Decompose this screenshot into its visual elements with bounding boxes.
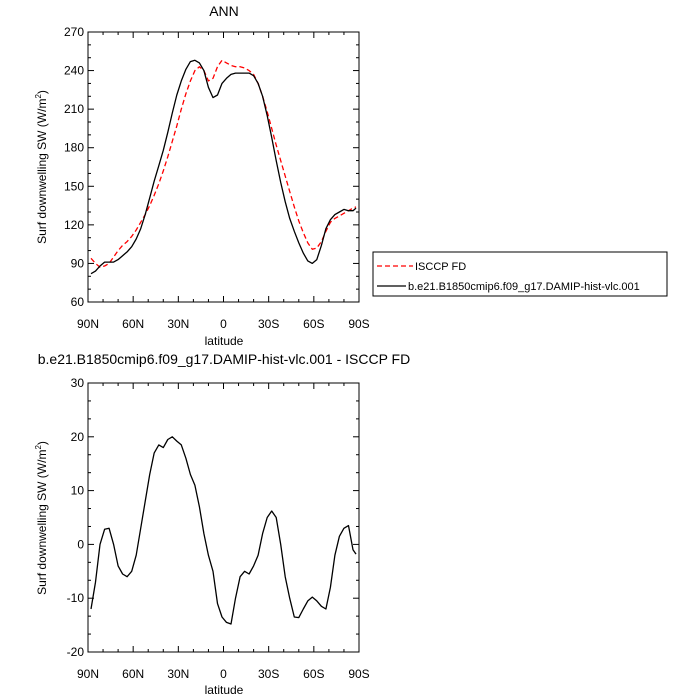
chart-title: ANN xyxy=(209,3,239,19)
x-tick-label: 90S xyxy=(348,317,369,331)
x-tick-label: 90N xyxy=(77,317,99,331)
y-axis: 60 90 120 150 180 210 240 270 xyxy=(64,25,359,309)
series-line-model xyxy=(90,59,357,275)
y-axis-label: Surf downwelling SW (W/m2) xyxy=(34,90,49,244)
x-tick-label: 30S xyxy=(258,317,279,331)
plot-frame xyxy=(87,382,360,653)
chart-title: b.e21.B1850cmip6.f09_g17.DAMIP-hist-vlc.… xyxy=(38,351,410,367)
y-axis-label-main: Surf downwelling SW (W/m xyxy=(35,99,49,244)
x-axis-label: latitude xyxy=(205,683,244,697)
y-axis-label-superscript: 2 xyxy=(34,445,43,450)
x-axis: 90N 60N 30N 0 30S 60S 90S xyxy=(77,383,370,681)
x-tick-label: 90S xyxy=(348,667,369,681)
y-tick-label: -20 xyxy=(67,645,85,659)
mean-chart: ANN 60 90 120 150 180 210 240 270 90N 60N 30N 0 30S… xyxy=(34,3,668,348)
series-line-difference xyxy=(90,436,357,625)
y-tick-label: 0 xyxy=(77,537,84,551)
x-tick-label: 90N xyxy=(77,667,99,681)
x-tick-label: 30N xyxy=(167,317,189,331)
y-axis-label-end: ) xyxy=(35,90,49,94)
legend: ISCCP FD b.e21.B1850cmip6.f09_g17.DAMIP-… xyxy=(372,251,668,297)
y-tick-label: 180 xyxy=(64,141,84,155)
x-tick-label: 60N xyxy=(122,667,144,681)
y-tick-label: -10 xyxy=(67,591,85,605)
y-axis-label: Surf downwelling SW (W/m2) xyxy=(34,441,49,595)
series-group xyxy=(90,436,357,625)
legend-label-isccp: ISCCP FD xyxy=(415,261,466,273)
x-tick-label: 60N xyxy=(122,317,144,331)
series-line-isccp-fd xyxy=(90,59,357,268)
y-tick-label: 90 xyxy=(71,256,85,270)
x-tick-label: 0 xyxy=(220,317,227,331)
y-tick-label: 120 xyxy=(64,218,84,232)
x-tick-label: 0 xyxy=(220,667,227,681)
difference-chart: b.e21.B1850cmip6.f09_g17.DAMIP-hist-vlc.… xyxy=(34,351,410,697)
y-axis-label-superscript: 2 xyxy=(34,94,43,99)
y-tick-label: 20 xyxy=(71,430,85,444)
y-tick-label: 10 xyxy=(71,484,85,498)
x-tick-label: 60S xyxy=(303,667,324,681)
y-tick-label: 270 xyxy=(64,25,84,39)
y-tick-label: 60 xyxy=(71,295,85,309)
plot-frame xyxy=(87,31,360,303)
y-tick-label: 150 xyxy=(64,179,84,193)
y-tick-label: 30 xyxy=(71,376,85,390)
x-axis-label: latitude xyxy=(205,334,244,348)
x-tick-label: 60S xyxy=(303,317,324,331)
y-axis-label-end: ) xyxy=(35,441,49,445)
x-axis: 90N 60N 30N 0 30S 60S 90S xyxy=(77,32,370,331)
y-axis: -20 -10 0 10 20 30 xyxy=(67,376,359,659)
legend-label-model: b.e21.B1850cmip6.f09_g17.DAMIP-hist-vlc.… xyxy=(408,281,640,293)
y-tick-label: 210 xyxy=(64,102,84,116)
y-tick-label: 240 xyxy=(64,64,84,78)
y-axis-label-main: Surf downwelling SW (W/m xyxy=(35,450,49,595)
series-group xyxy=(90,59,357,275)
x-tick-label: 30N xyxy=(167,667,189,681)
x-tick-label: 30S xyxy=(258,667,279,681)
legend-box xyxy=(372,251,668,297)
